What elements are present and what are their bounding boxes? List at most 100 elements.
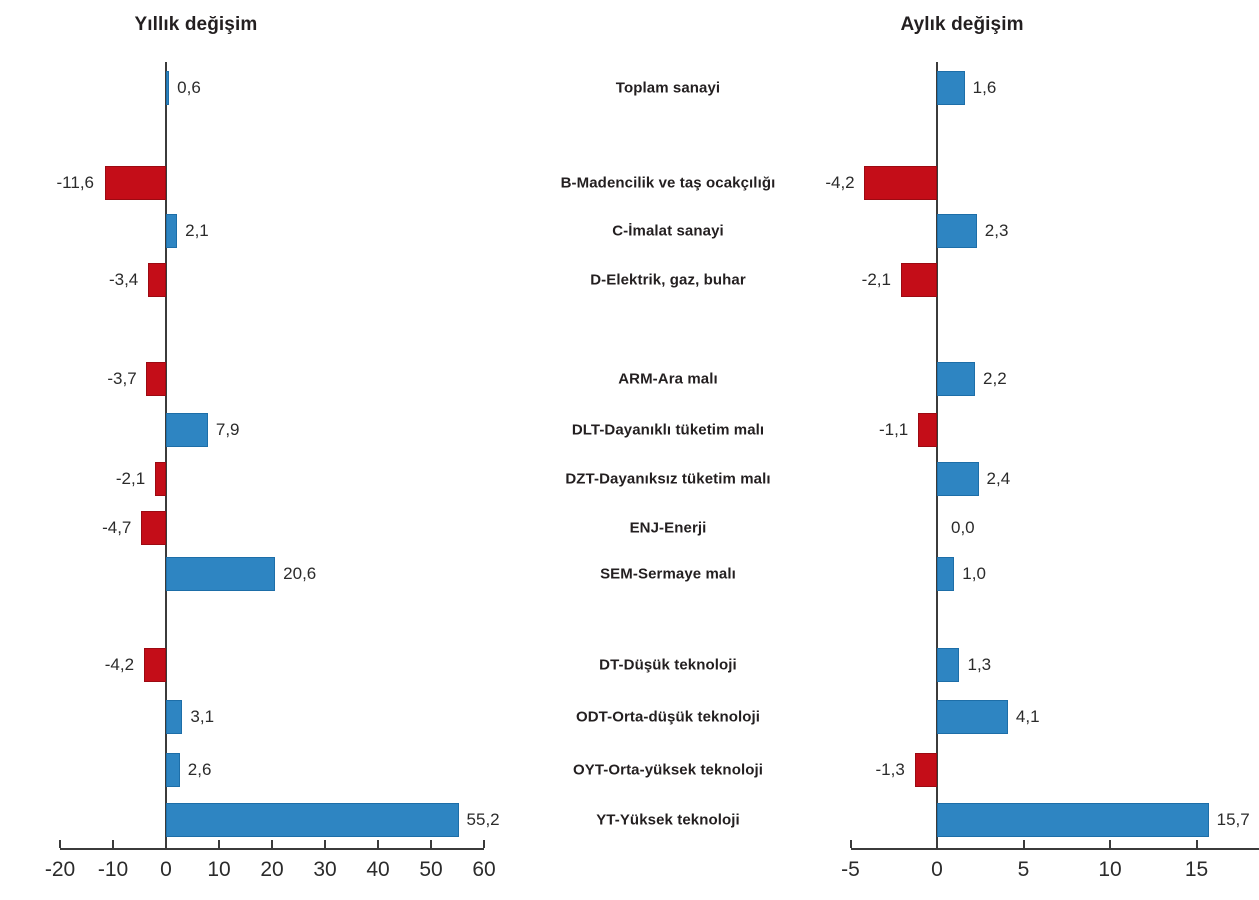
bar-yearly-4 (146, 362, 166, 396)
bar-yearly-3 (147, 263, 166, 297)
zero-axis-line-yearly (165, 62, 167, 848)
bar-monthly-5 (917, 413, 937, 447)
zero-axis-line-monthly (936, 62, 938, 848)
value-label-yearly-9: -4,2 (104, 655, 135, 674)
bar-yearly-12 (166, 803, 459, 837)
value-label-monthly-2: 2,3 (984, 221, 1009, 240)
x-tick-label-yearly-2: 0 (160, 858, 172, 881)
x-tick-label-yearly-7: 50 (419, 858, 443, 881)
value-label-yearly-5: 7,9 (215, 420, 240, 439)
bar-monthly-8 (937, 557, 955, 591)
x-tick-label-yearly-6: 40 (366, 858, 390, 881)
category-label-3: D-Elektrik, gaz, buhar (590, 271, 746, 289)
x-tick-monthly-4 (1195, 840, 1198, 848)
bar-yearly-8 (166, 557, 276, 591)
x-tick-yearly-8 (483, 840, 485, 848)
value-label-monthly-4: 2,2 (983, 369, 1007, 388)
bar-monthly-6 (937, 462, 979, 496)
bar-monthly-10 (937, 700, 1008, 734)
value-label-yearly-1: -11,6 (56, 173, 95, 192)
chart-title-monthly: Aylık değişim (900, 14, 1024, 35)
bar-monthly-7 (936, 511, 938, 545)
value-label-yearly-4: -3,7 (107, 369, 137, 388)
bar-yearly-7 (141, 511, 166, 545)
value-label-monthly-0: 1,6 (972, 78, 997, 97)
category-label-9: DT-Düşük teknoloji (599, 656, 737, 674)
category-label-8: SEM-Sermaye malı (600, 565, 736, 583)
value-label-monthly-5: -1,1 (878, 420, 909, 439)
x-tick-label-yearly-5: 30 (313, 858, 337, 881)
x-tick-label-monthly-0: -5 (841, 858, 860, 881)
value-label-monthly-11: -1,3 (875, 760, 905, 779)
category-label-7: ENJ-Enerji (629, 519, 707, 537)
x-tick-monthly-1 (936, 840, 938, 848)
x-tick-yearly-0 (59, 840, 61, 848)
bar-monthly-2 (937, 214, 977, 248)
value-label-yearly-0: 0,6 (177, 78, 201, 97)
value-label-monthly-9: 1,3 (967, 655, 992, 674)
x-tick-label-yearly-0: -20 (44, 858, 76, 881)
bar-yearly-6 (154, 462, 166, 496)
bar-yearly-9 (143, 648, 166, 682)
x-tick-yearly-5 (324, 840, 326, 848)
x-tick-label-monthly-3: 10 (1098, 858, 1122, 881)
value-label-monthly-7: 0,0 (951, 518, 975, 537)
x-tick-label-yearly-1: -10 (97, 858, 129, 881)
bar-yearly-0 (166, 71, 170, 105)
x-tick-yearly-3 (218, 840, 220, 848)
bar-monthly-1 (864, 166, 937, 200)
x-tick-label-yearly-8: 60 (472, 858, 496, 881)
bar-yearly-5 (166, 413, 208, 447)
category-label-10: ODT-Orta-düşük teknoloji (575, 708, 761, 726)
value-label-yearly-12: 55,2 (466, 810, 500, 829)
bar-yearly-10 (166, 700, 183, 734)
bar-yearly-11 (166, 753, 180, 787)
bar-monthly-9 (937, 648, 960, 682)
value-label-monthly-6: 2,4 (986, 469, 1011, 488)
x-tick-monthly-2 (1022, 840, 1025, 848)
category-label-6: DZT-Dayanıksız tüketim malı (565, 470, 771, 488)
x-tick-yearly-4 (271, 840, 273, 848)
x-tick-label-monthly-4: 15 (1184, 858, 1209, 881)
x-tick-monthly-0 (849, 840, 852, 848)
category-label-1: B-Madencilik ve taş ocakçılığı (560, 174, 776, 192)
value-label-monthly-1: -4,2 (825, 173, 855, 192)
value-label-yearly-6: -2,1 (115, 469, 146, 488)
value-label-yearly-8: 20,6 (283, 564, 317, 583)
x-tick-yearly-7 (430, 840, 432, 848)
bar-monthly-3 (900, 263, 937, 297)
x-tick-label-yearly-3: 10 (207, 858, 231, 881)
bar-yearly-2 (166, 214, 178, 248)
value-label-yearly-10: 3,1 (190, 707, 215, 726)
x-tick-monthly-3 (1109, 840, 1111, 848)
category-label-2: C-İmalat sanayi (612, 222, 724, 240)
bar-monthly-0 (937, 71, 965, 105)
value-label-yearly-7: -4,7 (102, 518, 132, 537)
category-label-0: Toplam sanayi (615, 79, 721, 97)
category-label-11: OYT-Orta-yüksek teknoloji (572, 761, 764, 779)
x-tick-yearly-2 (165, 840, 167, 848)
x-axis-line-yearly (60, 848, 484, 850)
category-label-5: DLT-Dayanıklı tüketim malı (571, 421, 765, 439)
value-label-monthly-3: -2,1 (861, 270, 891, 289)
category-label-4: ARM-Ara malı (618, 370, 718, 388)
category-label-12: YT-Yüksek teknoloji (596, 811, 740, 829)
x-tick-label-monthly-2: 5 (1017, 858, 1030, 881)
x-tick-yearly-6 (377, 840, 379, 848)
value-label-monthly-10: 4,1 (1015, 707, 1040, 726)
value-label-monthly-12: 15,7 (1216, 810, 1250, 829)
bar-yearly-1 (104, 166, 166, 200)
bar-monthly-11 (914, 753, 937, 787)
value-label-yearly-11: 2,6 (187, 760, 212, 779)
value-label-monthly-8: 1,0 (962, 564, 986, 583)
bar-monthly-4 (937, 362, 976, 396)
x-axis-line-monthly (850, 848, 1259, 850)
value-label-yearly-3: -3,4 (108, 270, 139, 289)
x-tick-label-monthly-1: 0 (931, 858, 943, 881)
bar-monthly-12 (937, 803, 1209, 837)
chart-title-yearly: Yıllık değişim (134, 14, 258, 35)
value-label-yearly-2: 2,1 (185, 221, 209, 240)
x-tick-label-yearly-4: 20 (260, 858, 284, 881)
x-tick-yearly-1 (112, 840, 114, 848)
